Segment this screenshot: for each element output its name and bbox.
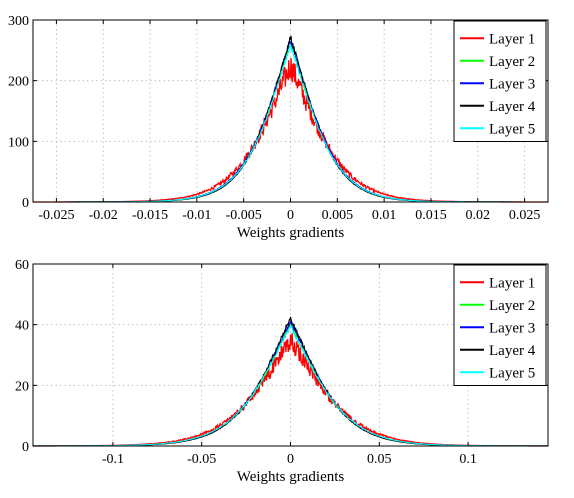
y-tick-label: 100 (8, 135, 29, 150)
legend-label-layer-1: Layer 1 (489, 275, 535, 291)
legend-label-layer-4: Layer 4 (489, 99, 536, 115)
x-tick-label: 0 (287, 452, 294, 467)
legend-label-layer-1: Layer 1 (489, 31, 535, 47)
y-tick-label: 0 (22, 196, 29, 211)
legend: Layer 1 Layer 2 Layer 3 Layer 4 Layer 5 (453, 264, 547, 386)
legend-label-layer-5: Layer 5 (489, 365, 535, 381)
x-tick-label: 0.005 (322, 208, 354, 223)
y-tick-label: 300 (8, 14, 29, 29)
y-tick-label: 0 (22, 440, 29, 455)
x-tick-label: 0.015 (415, 208, 447, 223)
x-tick-label: -0.005 (226, 208, 262, 223)
legend-label-layer-3: Layer 3 (489, 320, 535, 336)
y-tick-label: 200 (8, 75, 29, 90)
x-tick-label: 0.01 (372, 208, 397, 223)
x-axis-label: Weights gradients (237, 469, 345, 485)
x-tick-label: 0 (287, 208, 294, 223)
legend-label-layer-5: Layer 5 (489, 121, 535, 137)
x-tick-label: 0.02 (466, 208, 491, 223)
legend: Layer 1 Layer 2 Layer 3 Layer 4 Layer 5 (453, 20, 547, 142)
y-tick-label: 60 (15, 258, 29, 273)
x-tick-label: -0.025 (38, 208, 74, 223)
x-tick-label: -0.01 (182, 208, 211, 223)
legend-label-layer-3: Layer 3 (489, 76, 535, 92)
legend-label-layer-2: Layer 2 (489, 54, 535, 70)
x-tick-label: -0.015 (132, 208, 168, 223)
legend-box (453, 20, 547, 142)
chart-panel-2: -0.1 -0.05 0 0.05 0.1 0 20 40 60 Weights gradient… (15, 258, 549, 485)
y-tick-label: 20 (15, 379, 29, 394)
chart-panel-1: -0.025 -0.02 -0.015 -0.01 -0.005 0 0.005 0.01 0.… (8, 14, 549, 241)
x-tick-label: 0.05 (367, 452, 392, 467)
x-tick-label: -0.1 (102, 452, 124, 467)
y-tick-label: 40 (15, 319, 29, 334)
x-tick-label: -0.02 (89, 208, 118, 223)
legend-label-layer-4: Layer 4 (489, 343, 536, 359)
x-tick-label: -0.05 (187, 452, 216, 467)
x-tick-label: 0.1 (459, 452, 477, 467)
legend-box (453, 264, 547, 386)
legend-label-layer-2: Layer 2 (489, 298, 535, 314)
x-tick-label: 0.025 (509, 208, 541, 223)
x-axis-label: Weights gradients (237, 225, 345, 241)
